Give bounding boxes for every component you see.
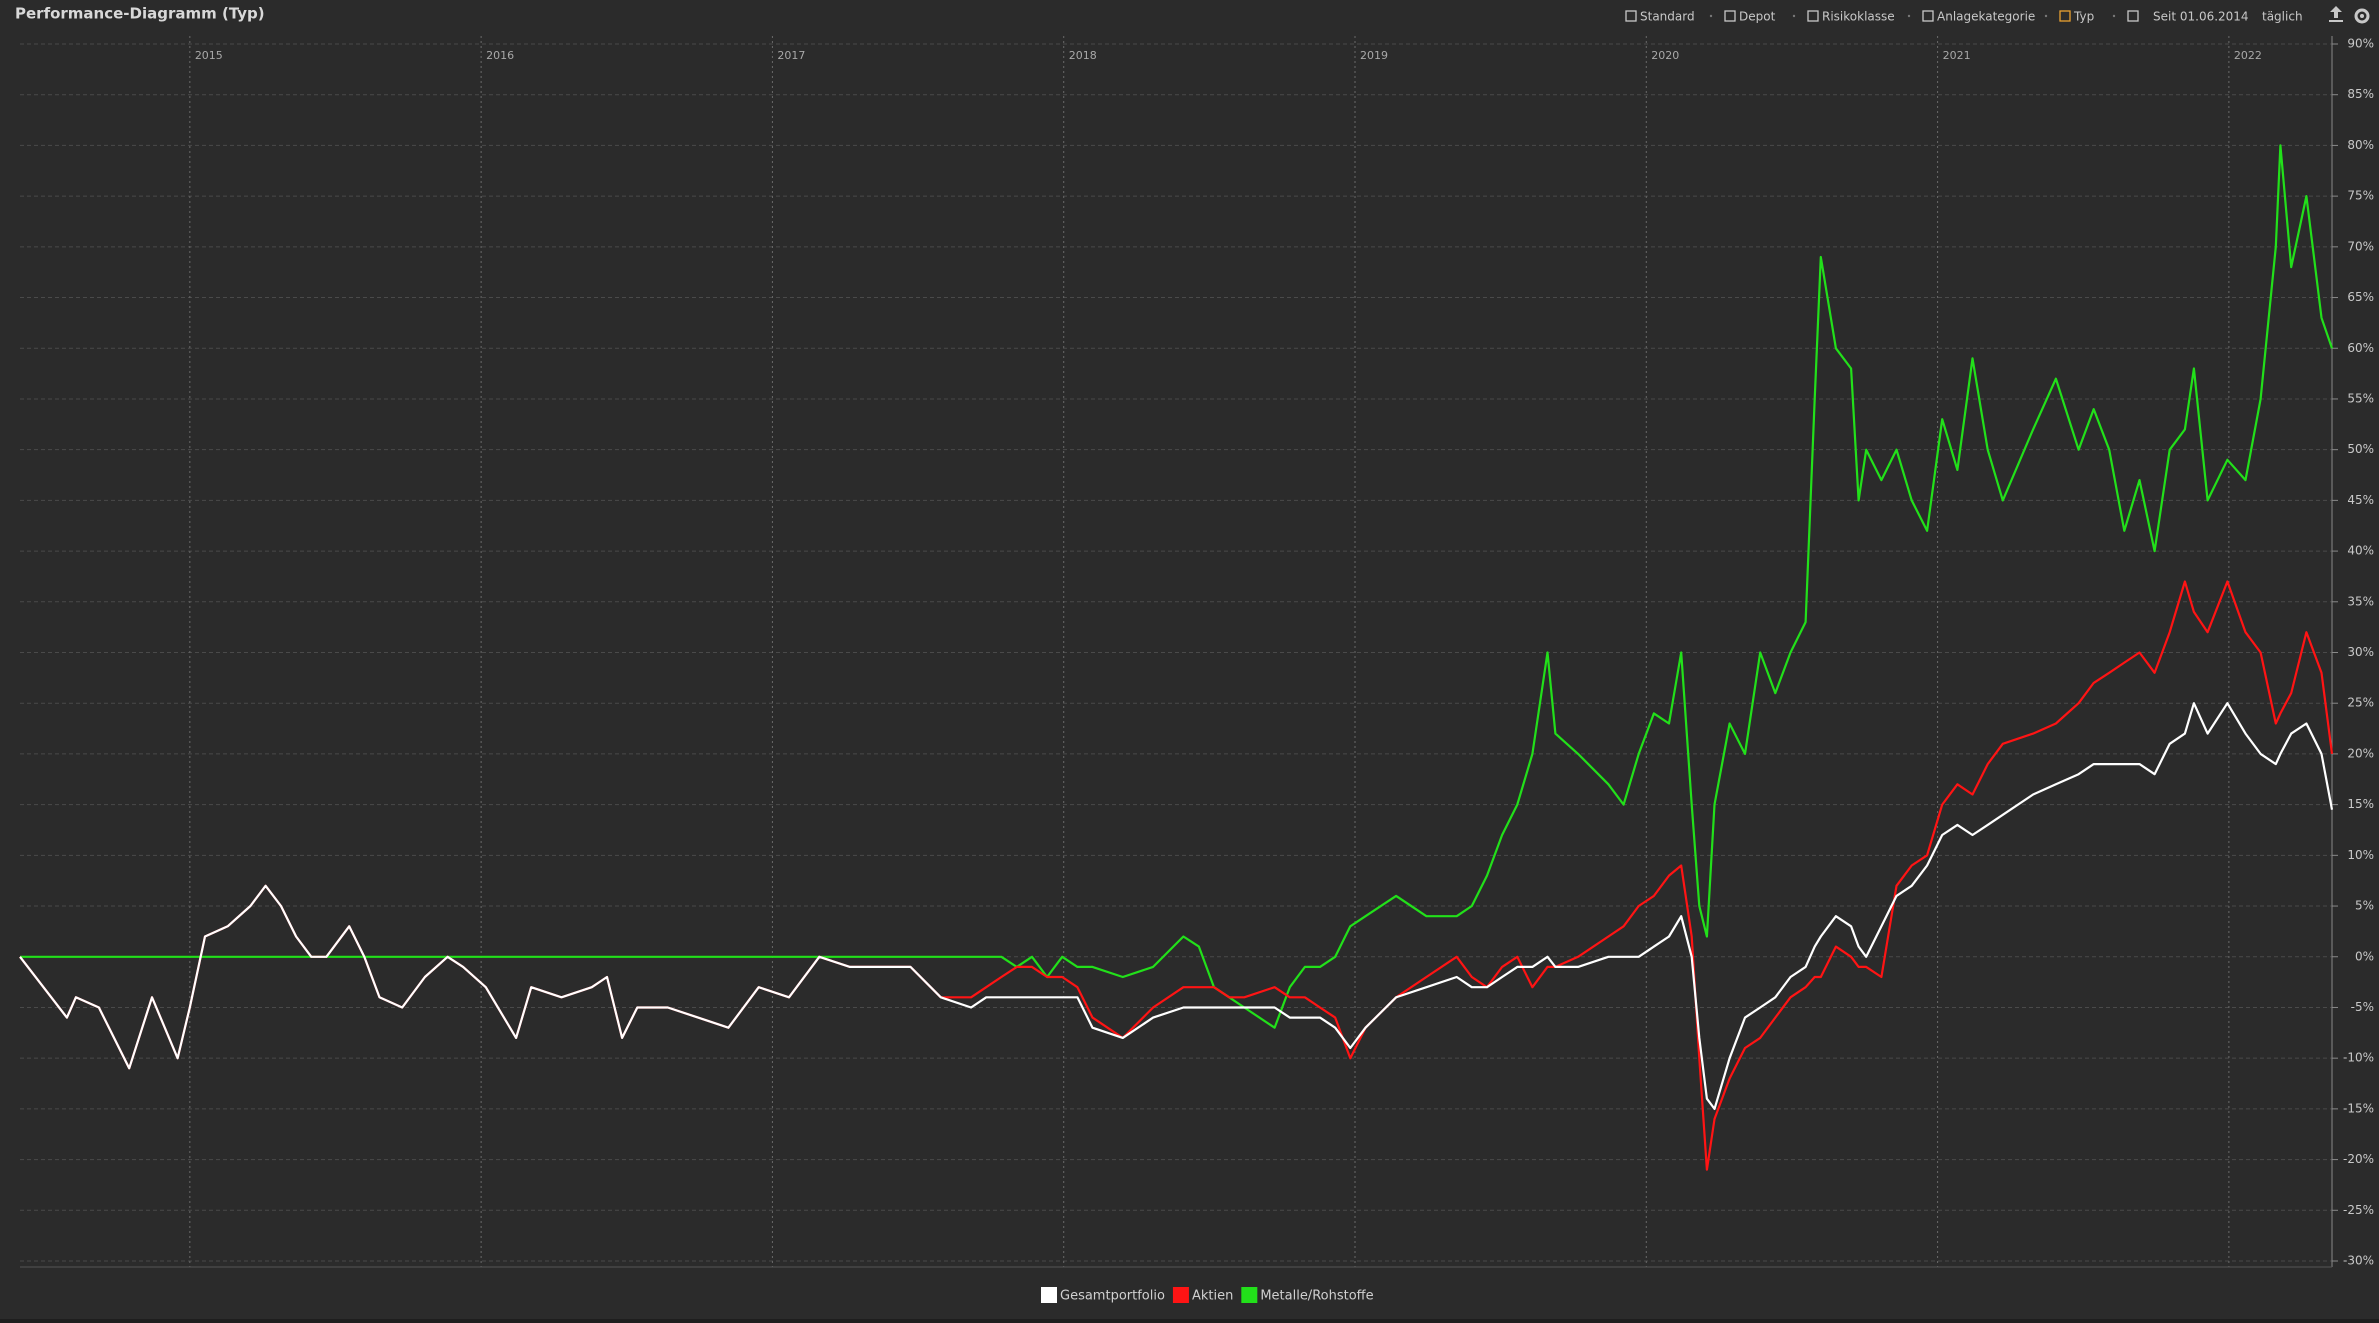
y-tick-label: -20% (2343, 1152, 2374, 1166)
y-tick-label: -30% (2343, 1254, 2374, 1268)
y-tick-label: 90% (2347, 37, 2374, 51)
checkbox[interactable] (1724, 10, 1736, 22)
y-tick-label: 80% (2347, 138, 2374, 152)
separator-dot (2044, 14, 2048, 18)
y-tick-label: 50% (2347, 442, 2374, 456)
y-tick-label: 25% (2347, 696, 2374, 710)
legend-swatch[interactable] (1172, 1287, 1189, 1303)
grid: -30% -25% -20% -15% -10% -5% 0% 5% 10% 15% 20% 25% 3… (20, 36, 2374, 1268)
separator-dot (2112, 14, 2116, 18)
y-tick-label: 75% (2347, 189, 2374, 203)
x-tick-label: 2015 (195, 49, 223, 62)
toolbar-item[interactable]: Risikoklasse (1822, 10, 1895, 24)
y-tick-label: 10% (2347, 848, 2374, 862)
legend-label[interactable]: Gesamtportfolio (1060, 1289, 1165, 1304)
toolbar-item[interactable]: Anlagekategorie (1937, 10, 2035, 24)
x-tick-label: 2022 (2234, 49, 2262, 62)
chart-title: Performance-Diagramm (Typ) (15, 5, 265, 23)
y-tick-label: -15% (2343, 1101, 2374, 1115)
toolbar-item[interactable]: täglich (2262, 10, 2303, 24)
y-tick-label: -25% (2343, 1203, 2374, 1217)
settings-icon-center (2360, 14, 2364, 18)
x-tick-label: 2021 (1943, 49, 1971, 62)
settings-icon[interactable] (2354, 8, 2370, 24)
y-tick-label: 40% (2347, 544, 2374, 558)
x-tick-label: 2016 (486, 49, 514, 62)
x-tick-label: 2017 (777, 49, 805, 62)
checkbox[interactable] (2127, 10, 2139, 22)
bottom-border (0, 1319, 2379, 1323)
checkbox[interactable] (1625, 10, 1637, 22)
separator-dot (1792, 14, 1796, 18)
export-icon[interactable] (2329, 6, 2343, 22)
y-tick-label: 85% (2347, 87, 2374, 101)
y-tick-label: 45% (2347, 493, 2374, 507)
x-tick-label: 2019 (1360, 49, 1388, 62)
legend-label[interactable]: Metalle/Rohstoffe (1260, 1289, 1373, 1304)
checkbox[interactable] (1807, 10, 1819, 22)
y-tick-label: 55% (2347, 391, 2374, 405)
toolbar-item[interactable]: Standard (1640, 10, 1695, 24)
y-tick-label: 70% (2347, 239, 2374, 253)
y-tick-label: -5% (2351, 1000, 2374, 1014)
toolbar-item[interactable]: Typ (2073, 10, 2094, 24)
toolbar-icons (2329, 6, 2370, 24)
legend-swatch[interactable] (1241, 1287, 1258, 1303)
y-tick-label: 60% (2347, 341, 2374, 355)
series-line (19, 702, 2334, 1110)
y-tick-label: 0% (2355, 949, 2374, 963)
y-tick-label: 15% (2347, 797, 2374, 811)
y-tick-label: 65% (2347, 290, 2374, 304)
checkbox[interactable] (2059, 10, 2071, 22)
toolbar-item[interactable]: Depot (1739, 10, 1776, 24)
toolbar-item[interactable]: Seit 01.06.2014 (2153, 10, 2249, 24)
separator-dot (1709, 14, 1713, 18)
separator-dot (1907, 14, 1911, 18)
legend-swatch[interactable] (1041, 1287, 1057, 1303)
y-tick-label: 35% (2347, 594, 2374, 608)
legend-label[interactable]: Aktien (1192, 1289, 1233, 1304)
y-tick-label: 30% (2347, 645, 2374, 659)
x-tick-label: 2020 (1651, 49, 1679, 62)
legend: Gesamtportfolio Aktien Metalle/Rohstoffe (1041, 1287, 1374, 1304)
checkbox[interactable] (1922, 10, 1934, 22)
y-tick-label: -10% (2343, 1051, 2374, 1065)
toolbar: Standard Depot Risikoklasse Anlagekategorie… (1625, 10, 2303, 24)
y-tick-label: 5% (2355, 899, 2374, 913)
separator-dot (2244, 14, 2248, 18)
x-tick-label: 2018 (1069, 49, 1097, 62)
y-tick-label: 20% (2347, 746, 2374, 760)
